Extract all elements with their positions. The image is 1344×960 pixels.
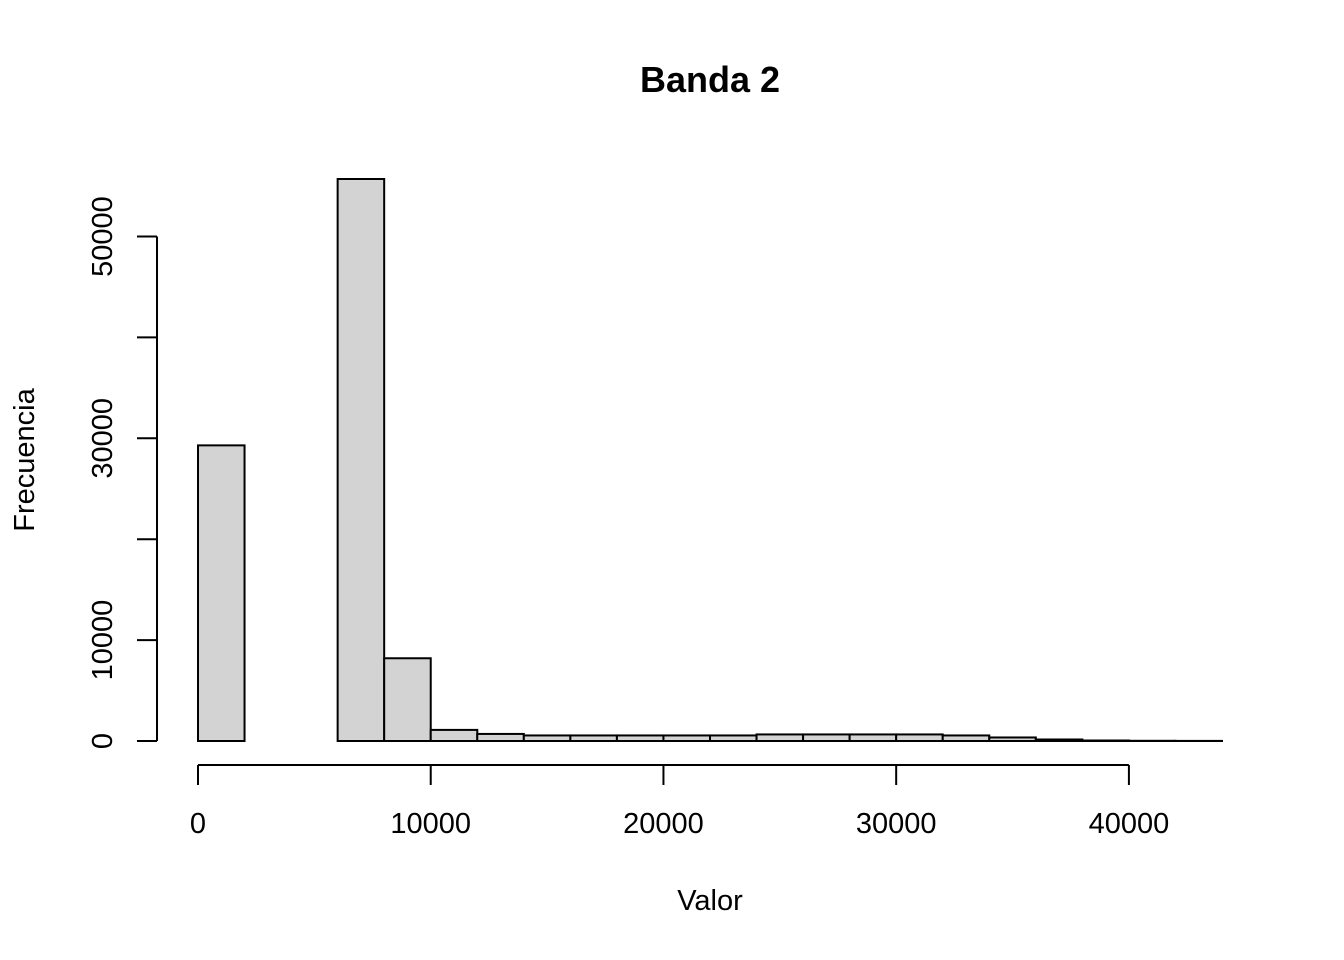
x-tick-label: 40000 [1089, 808, 1170, 840]
histogram-bar [197, 444, 246, 742]
histogram-bar [848, 733, 898, 742]
x-tick-label: 10000 [390, 808, 471, 840]
histogram-bar [755, 733, 805, 742]
histogram-bar [429, 728, 479, 742]
x-tick-label: 0 [190, 808, 206, 840]
histogram-bar [941, 734, 991, 742]
histogram-bar [569, 734, 618, 742]
histogram-bar [1081, 739, 1130, 742]
histogram-bar [336, 178, 386, 742]
histogram-bar [476, 732, 525, 742]
x-tick-label: 30000 [856, 808, 937, 840]
x-axis: 0 10000 20000 30000 40000 [190, 764, 1170, 840]
histogram-bar [802, 733, 851, 742]
histogram-bar [662, 734, 711, 742]
bars-group [197, 178, 1224, 743]
histogram-bar [988, 736, 1037, 742]
y-axis-label: Frecuencia [9, 387, 41, 531]
y-tick-label: 10000 [87, 600, 119, 681]
histogram-bar [709, 734, 758, 742]
x-axis-label: Valor [677, 885, 743, 917]
histogram-bar [1034, 738, 1084, 742]
y-tick-label: 0 [87, 733, 119, 749]
histogram-bar [615, 734, 665, 742]
y-axis: 0 10000 30000 50000 [87, 196, 158, 749]
x-tick-label: 20000 [623, 808, 704, 840]
histogram-bar [383, 657, 432, 742]
histogram-bar [895, 733, 944, 742]
histogram-bar [522, 734, 572, 742]
y-tick-label: 50000 [87, 196, 119, 277]
chart-title: Banda 2 [640, 59, 780, 100]
y-tick-label: 30000 [87, 398, 119, 479]
